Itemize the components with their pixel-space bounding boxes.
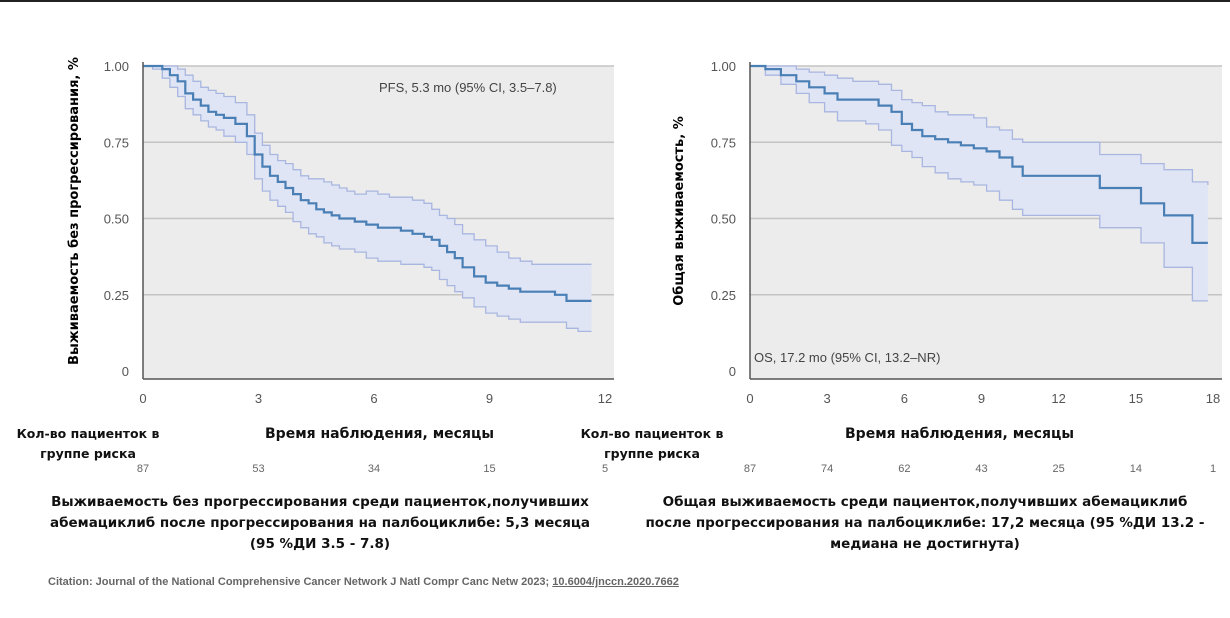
os-tick-labels: 0 3 6 9 12 15 18 0 0.25 0.50 0.75 1.00 [711, 59, 1221, 406]
os-caption: Общая выживаемость среди пациенток,получ… [625, 492, 1225, 555]
pfs-at-risk-0: 87 [136, 463, 150, 475]
pfs-x-tick-3: 3 [255, 391, 262, 406]
os-at-risk-2: 62 [898, 463, 911, 475]
pfs-x-tick-6: 6 [370, 391, 377, 406]
pfs-caption: Выживаемость без прогрессирования среди … [15, 492, 625, 555]
pfs-ci-band [143, 66, 592, 332]
pfs-caption-line-1: Выживаемость без прогрессирования среди … [51, 494, 589, 510]
os-km-curve [750, 64, 1208, 244]
os-at-risk-3: 43 [975, 463, 988, 475]
pfs-x-tick-12: 12 [598, 391, 612, 406]
pfs-annotation: PFS, 5.3 mo (95% CI, 3.5–7.8) [379, 80, 557, 95]
os-x-tick-9: 9 [978, 391, 985, 406]
pfs-ci-upper-line [143, 65, 592, 265]
os-caption-line-2: после прогрессирования на палбоциклибе: … [645, 515, 1205, 531]
os-x-tick-15: 15 [1129, 391, 1143, 406]
pfs-x-tick-9: 9 [486, 391, 493, 406]
os-at-risk-1: 74 [821, 463, 834, 475]
citation-doi-link[interactable]: 10.6004/jnccn.2020.7662 [552, 576, 679, 588]
os-x-tick-18: 18 [1206, 391, 1220, 406]
pfs-y-tick-2: 0.50 [104, 212, 129, 227]
os-at-risk-0: 87 [743, 463, 757, 475]
os-caption-line-3: медиана не достигнута) [830, 536, 1020, 552]
os-at-risk-5: 14 [1129, 463, 1142, 475]
pfs-y-tick-4: 1.00 [104, 59, 129, 74]
pfs-x-tick-0: 0 [139, 391, 146, 406]
pfs-risk-label: Кол-во пациенток в группе риска [16, 426, 160, 461]
pfs-y-axis-label: Выживаемость без прогрессирования, % [67, 57, 82, 365]
top-border [0, 0, 1230, 2]
os-at-risk-4: 25 [1052, 463, 1065, 475]
os-y-tick-1: 0.25 [711, 288, 736, 303]
pfs-ci-lower-line [143, 65, 592, 333]
os-risk-label: Кол-во пациенток в группе риска [580, 426, 724, 461]
os-annotation: OS, 17.2 mo (95% CI, 13.2–NR) [754, 350, 940, 365]
os-x-tick-3: 3 [824, 391, 831, 406]
pfs-tick-labels: 0 3 6 9 12 0 0.25 0.50 0.75 1.00 [104, 59, 613, 406]
pfs-axes [142, 62, 614, 380]
pfs-at-risk-2: 34 [367, 463, 381, 475]
pfs-km-curve [143, 64, 592, 302]
os-y-tick-0: 0 [729, 364, 736, 379]
pfs-x-axis-label: Время наблюдения, месяцы [265, 426, 494, 442]
os-y-axis-label: Общая выживаемость, % [672, 116, 687, 306]
os-ci-lower-line [750, 65, 1208, 302]
pfs-at-risk-3: 15 [483, 463, 496, 475]
os-ci-band [750, 66, 1208, 301]
os-x-tick-0: 0 [746, 391, 753, 406]
citation: Citation: Journal of the National Compre… [48, 576, 679, 588]
pfs-y-tick-0: 0 [122, 364, 129, 379]
citation-text: Citation: Journal of the National Compre… [48, 576, 553, 588]
pfs-caption-line-2: абемациклиб после прогрессирования на па… [49, 515, 591, 531]
pfs-at-risk-4: 5 [601, 463, 609, 475]
os-y-tick-2: 0.50 [711, 212, 736, 227]
pfs-at-risk-1: 53 [252, 463, 265, 475]
pfs-y-tick-3: 0.75 [104, 135, 129, 150]
os-axes [749, 62, 1222, 380]
pfs-chart: 0 3 6 9 12 0 0.25 0.50 0.75 1.00 PFS, 5.3 mo (95%… [67, 57, 614, 406]
os-chart: 0 3 6 9 12 15 18 0 0.25 0.50 0.75 1.00 OS, 17.2 mo … [672, 59, 1222, 406]
pfs-caption-line-3: (95 %ДИ 3.5 - 7.8) [249, 536, 391, 552]
pfs-y-tick-1: 0.25 [104, 288, 129, 303]
os-x-tick-12: 12 [1051, 391, 1065, 406]
os-at-risk-6: 1 [1209, 463, 1217, 475]
os-x-axis-label: Время наблюдения, месяцы [845, 426, 1074, 442]
os-caption-line-1: Общая выживаемость среди пациенток,получ… [662, 494, 1188, 510]
os-y-tick-3: 0.75 [711, 135, 736, 150]
os-y-tick-4: 1.00 [711, 59, 736, 74]
os-ci-upper-line [750, 65, 1209, 185]
os-x-tick-6: 6 [901, 391, 908, 406]
